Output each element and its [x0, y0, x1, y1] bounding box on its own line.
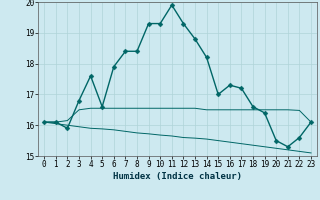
X-axis label: Humidex (Indice chaleur): Humidex (Indice chaleur) — [113, 172, 242, 181]
